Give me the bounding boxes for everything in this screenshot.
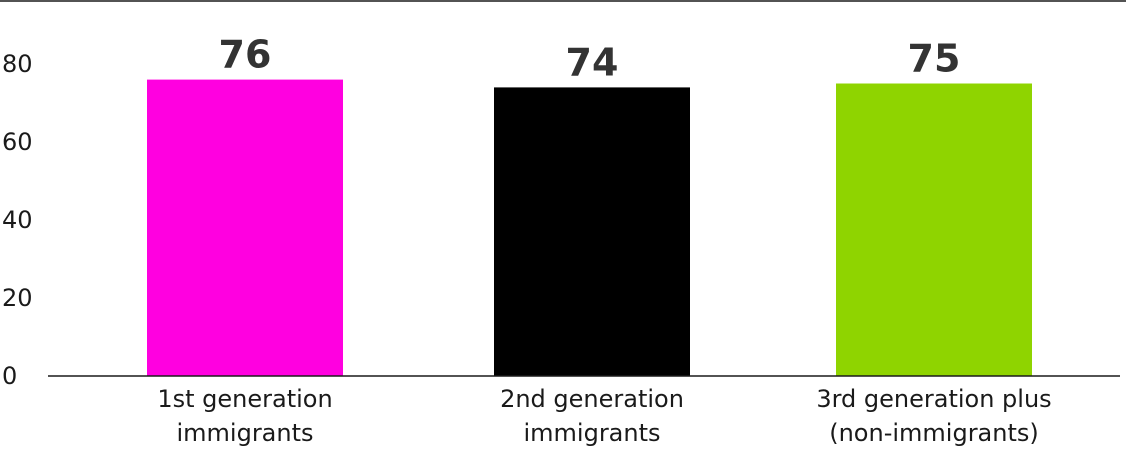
bar-3 — [836, 83, 1032, 376]
bars — [147, 79, 1032, 377]
y-tick-label-40: 40 — [2, 206, 33, 234]
data-label-1: 76 — [219, 33, 272, 77]
category-labels: 1st generation immigrants 2nd generation im… — [157, 385, 1051, 447]
category-label-1-line-2: immigrants — [176, 419, 313, 447]
data-label-2: 74 — [566, 40, 619, 84]
bar-2 — [494, 87, 690, 377]
category-label-3-line-2: (non-immigrants) — [829, 419, 1039, 447]
y-axis-ticks: 0 20 40 60 80 — [2, 50, 33, 390]
y-tick-label-0: 0 — [2, 362, 17, 390]
category-label-2-line-1: 2nd generation — [500, 385, 684, 413]
y-tick-label-60: 60 — [2, 128, 33, 156]
category-label-3-line-1: 3rd generation plus — [816, 385, 1051, 413]
y-tick-label-20: 20 — [2, 284, 33, 312]
data-label-3: 75 — [908, 37, 961, 81]
data-labels: 76 74 75 — [219, 33, 961, 85]
category-label-2-line-2: immigrants — [523, 419, 660, 447]
y-tick-label-80: 80 — [2, 50, 33, 78]
category-label-1-line-1: 1st generation — [157, 385, 332, 413]
bar-1 — [147, 79, 343, 376]
